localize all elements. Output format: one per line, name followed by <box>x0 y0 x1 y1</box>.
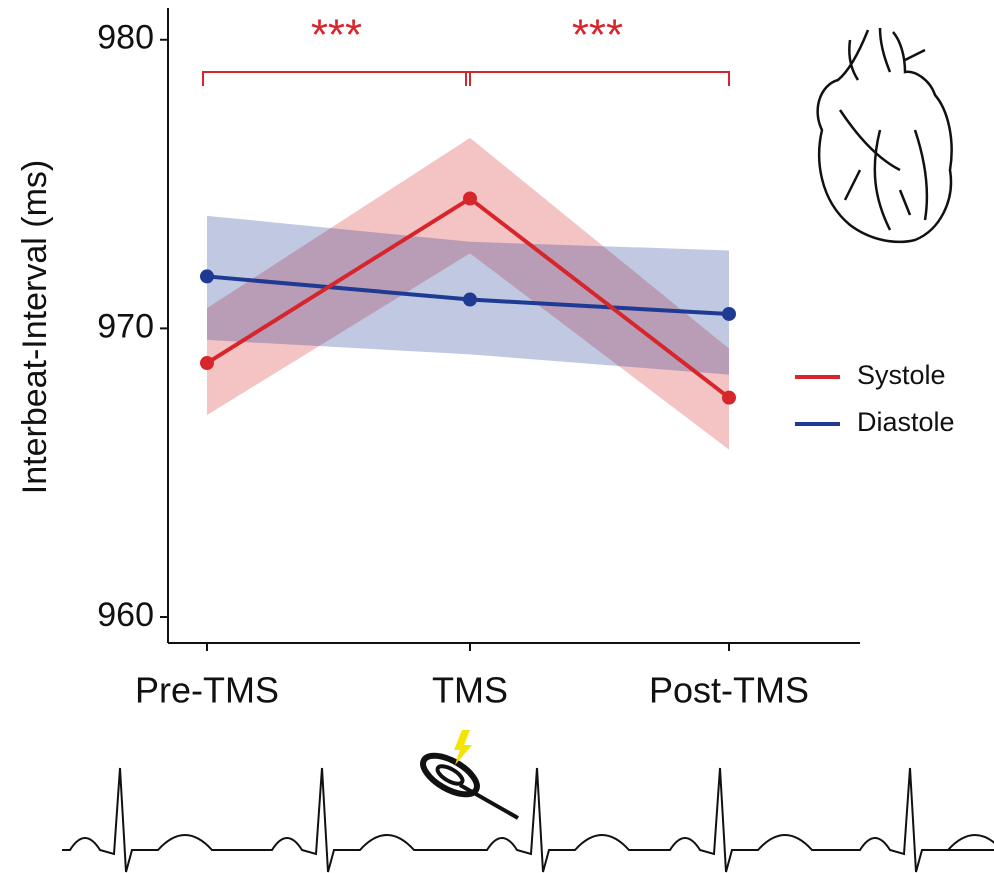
x-tick-label: Post-TMS <box>649 670 809 711</box>
x-tick-label: TMS <box>432 670 508 711</box>
significance-label: *** <box>572 11 623 60</box>
data-point <box>463 292 477 307</box>
x-tick-label: Pre-TMS <box>135 670 279 711</box>
significance-bracket <box>465 71 730 86</box>
data-point <box>200 269 214 284</box>
data-point <box>463 191 477 206</box>
significance-bracket <box>202 71 471 86</box>
legend-label: Systole <box>857 360 946 390</box>
tms-coil-icon <box>420 730 519 820</box>
significance-label: *** <box>311 11 362 60</box>
heart-illustration <box>816 27 953 244</box>
y-tick-label: 980 <box>97 19 154 57</box>
data-point <box>200 356 214 371</box>
y-axis-label: Interbeat-Interval (ms) <box>16 160 54 494</box>
y-tick-label: 970 <box>97 307 154 345</box>
data-point <box>722 390 736 405</box>
y-tick-label: 960 <box>97 596 154 634</box>
legend-label: Diastole <box>857 407 955 437</box>
ecg-trace <box>62 767 994 873</box>
data-point <box>722 306 736 321</box>
